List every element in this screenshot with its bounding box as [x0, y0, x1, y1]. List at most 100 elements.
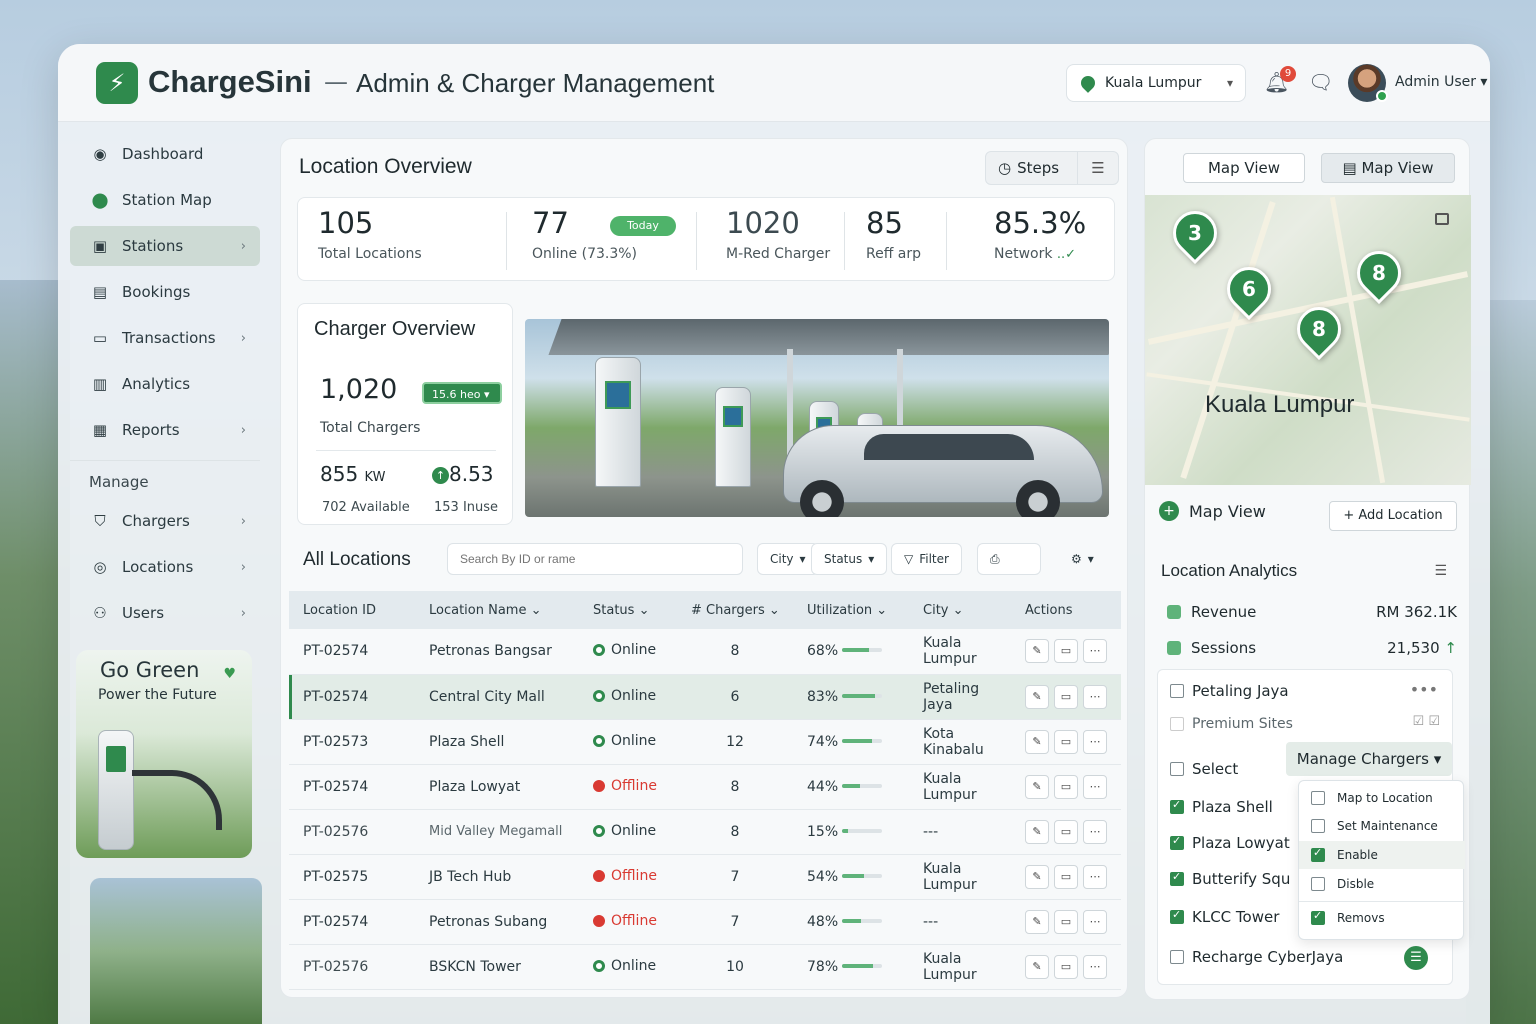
edit-icon[interactable]: ✎: [1025, 774, 1049, 799]
edit-icon[interactable]: ✎: [1025, 864, 1049, 889]
checkbox[interactable]: [1170, 684, 1184, 698]
view-icon[interactable]: ▭: [1054, 684, 1078, 709]
table-row[interactable]: PT-02574 Central City Mall Online 6 83% Petal…: [289, 674, 1121, 719]
station-map[interactable]: 3 6 8 8 Kuala Lumpur: [1145, 195, 1471, 485]
checkbox[interactable]: [1170, 717, 1184, 731]
menu-item-disable[interactable]: Disble: [1311, 877, 1461, 891]
steps-button[interactable]: ◷ Steps ☰: [985, 151, 1119, 185]
tab-map-view-alt[interactable]: ▤ Map View: [1321, 153, 1455, 183]
filter-button[interactable]: ▽ Filter: [891, 543, 962, 575]
list-item[interactable]: KLCC Tower: [1170, 908, 1279, 926]
more-icon[interactable]: ⋯: [1083, 864, 1107, 889]
sidebar-item-users[interactable]: ⚇ Users ›: [70, 593, 260, 633]
checkbox[interactable]: [1170, 798, 1184, 814]
list-item[interactable]: Butterify Squ: [1170, 870, 1290, 888]
sidebar-item-reports[interactable]: ▦ Reports ›: [70, 410, 260, 450]
select-row[interactable]: Select: [1170, 760, 1238, 778]
view-icon[interactable]: ▭: [1054, 864, 1078, 889]
checkbox[interactable]: [1170, 762, 1184, 776]
view-icon[interactable]: ▭: [1054, 819, 1078, 844]
more-icon[interactable]: ⋯: [1083, 774, 1107, 799]
col-status[interactable]: Status ⌄: [593, 602, 650, 618]
checkbox[interactable]: [1170, 950, 1184, 964]
view-icon[interactable]: ▭: [1054, 954, 1078, 979]
view-icon[interactable]: ▭: [1054, 774, 1078, 799]
col-city[interactable]: City ⌄: [923, 602, 964, 618]
revenue-legend-swatch: [1167, 605, 1181, 619]
more-icon[interactable]: ⋯: [1083, 684, 1107, 709]
fullscreen-icon[interactable]: [1435, 213, 1449, 225]
user-menu[interactable]: Admin User ▾: [1395, 74, 1488, 90]
chat-icon[interactable]: 🗨︎: [1308, 70, 1334, 94]
edit-icon[interactable]: ✎: [1025, 819, 1049, 844]
menu-fab-icon[interactable]: ☰: [1404, 946, 1428, 970]
edit-icon[interactable]: ✎: [1025, 684, 1049, 709]
more-icon[interactable]: ⋯: [1083, 819, 1107, 844]
checkbox[interactable]: [1170, 834, 1184, 850]
checkbox[interactable]: [1170, 908, 1184, 924]
charger-rate-badge[interactable]: 15.6 heo ▾: [422, 382, 502, 404]
settings-button[interactable]: ⚙ ▾: [1071, 552, 1094, 566]
checkbox[interactable]: [1311, 819, 1325, 833]
edit-icon[interactable]: ✎: [1025, 639, 1049, 664]
edit-icon[interactable]: ✎: [1025, 954, 1049, 979]
city-selector[interactable]: Kuala Lumpur ▾: [1066, 64, 1246, 102]
menu-item-set-maintenance[interactable]: Set Maintenance: [1311, 819, 1461, 833]
add-location-button[interactable]: + Add Location: [1329, 501, 1457, 531]
col-chargers[interactable]: # Chargers ⌄: [691, 602, 780, 618]
menu-icon[interactable]: ☰: [1434, 563, 1447, 579]
list-item[interactable]: Recharge CyberJaya: [1170, 948, 1343, 966]
map-marker[interactable]: 3: [1163, 201, 1227, 265]
checkbox[interactable]: [1311, 846, 1325, 862]
checkbox[interactable]: [1311, 877, 1325, 891]
edit-icon[interactable]: ✎: [1025, 909, 1049, 934]
list-item[interactable]: Plaza Lowyat: [1170, 834, 1290, 852]
more-icon[interactable]: ⋯: [1083, 954, 1107, 979]
map-view-toggle[interactable]: + Map View: [1159, 501, 1266, 521]
list-item[interactable]: Plaza Shell: [1170, 798, 1273, 816]
group-checkbox-row[interactable]: Petaling Jaya: [1170, 682, 1289, 700]
more-icon[interactable]: ⋯: [1083, 729, 1107, 754]
table-row[interactable]: PT-02576 Mid Valley Megamall Online 8 15% ---…: [289, 809, 1121, 854]
table-row[interactable]: PT-02575 JB Tech Hub Offline 7 54% Kuala Lump…: [289, 854, 1121, 899]
table-row[interactable]: PT-02574 Petronas Subang Offline 7 48% --- ✎ ▭ ⋯: [289, 899, 1121, 944]
sidebar-item-dashboard[interactable]: ◉ Dashboard: [70, 134, 260, 174]
checkbox[interactable]: [1311, 791, 1325, 805]
more-options-icon[interactable]: •••: [1409, 680, 1438, 699]
tab-map-view[interactable]: Map View: [1183, 153, 1305, 183]
sidebar-item-bookings[interactable]: ▤ Bookings: [70, 272, 260, 312]
list-menu-icon[interactable]: ☰: [1091, 159, 1105, 177]
manage-chargers-dropdown[interactable]: Manage Chargers ▾: [1286, 742, 1452, 776]
view-icon[interactable]: ▭: [1054, 909, 1078, 934]
export-button[interactable]: ⎙: [977, 543, 1041, 575]
table-row[interactable]: PT-02576 BSKCN Tower Online 10 78% Kuala Lump…: [289, 944, 1121, 989]
checkbox[interactable]: [1311, 909, 1325, 925]
more-icon[interactable]: ⋯: [1083, 639, 1107, 664]
table-row[interactable]: PT-02574 Petronas Bangsar Online 8 68% Kuala …: [289, 629, 1121, 674]
more-icon[interactable]: ⋯: [1083, 909, 1107, 934]
col-location-name[interactable]: Location Name ⌄: [429, 602, 542, 618]
col-utilization[interactable]: Utilization ⌄: [807, 602, 888, 618]
map-marker[interactable]: 6: [1217, 257, 1281, 321]
search-input[interactable]: [447, 543, 743, 575]
edit-icons[interactable]: ☑ ☑: [1412, 714, 1440, 729]
checkbox[interactable]: [1170, 870, 1184, 886]
sidebar-item-locations[interactable]: ◎ Locations ›: [70, 547, 260, 587]
menu-item-enable[interactable]: Enable: [1299, 841, 1465, 869]
view-icon[interactable]: ▭: [1054, 729, 1078, 754]
view-icon[interactable]: ▭: [1054, 639, 1078, 664]
table-row[interactable]: PT-02574 Plaza Lowyat Offline 8 44% Kuala Lum…: [289, 764, 1121, 809]
premium-sites-row[interactable]: Premium Sites: [1170, 716, 1293, 732]
sidebar-item-stations[interactable]: ▣ Stations ›: [70, 226, 260, 266]
col-location-id[interactable]: Location ID: [303, 602, 376, 618]
sidebar-item-chargers[interactable]: ⛉ Chargers ›: [70, 501, 260, 541]
edit-icon[interactable]: ✎: [1025, 729, 1049, 754]
menu-item-remove[interactable]: Removs: [1311, 909, 1461, 925]
table-row[interactable]: PT-02573 Plaza Shell Online 12 74% Kota Kinab…: [289, 719, 1121, 764]
status-filter[interactable]: Status ▾: [811, 543, 888, 575]
sidebar-item-analytics[interactable]: ▥ Analytics: [70, 364, 260, 404]
menu-item-map-to-location[interactable]: Map to Location: [1311, 791, 1461, 805]
sidebar-item-station-map[interactable]: ⬤ Station Map: [70, 180, 260, 220]
city-filter[interactable]: City ▾: [757, 543, 819, 575]
sidebar-item-transactions[interactable]: ▭ Transactions ›: [70, 318, 260, 358]
